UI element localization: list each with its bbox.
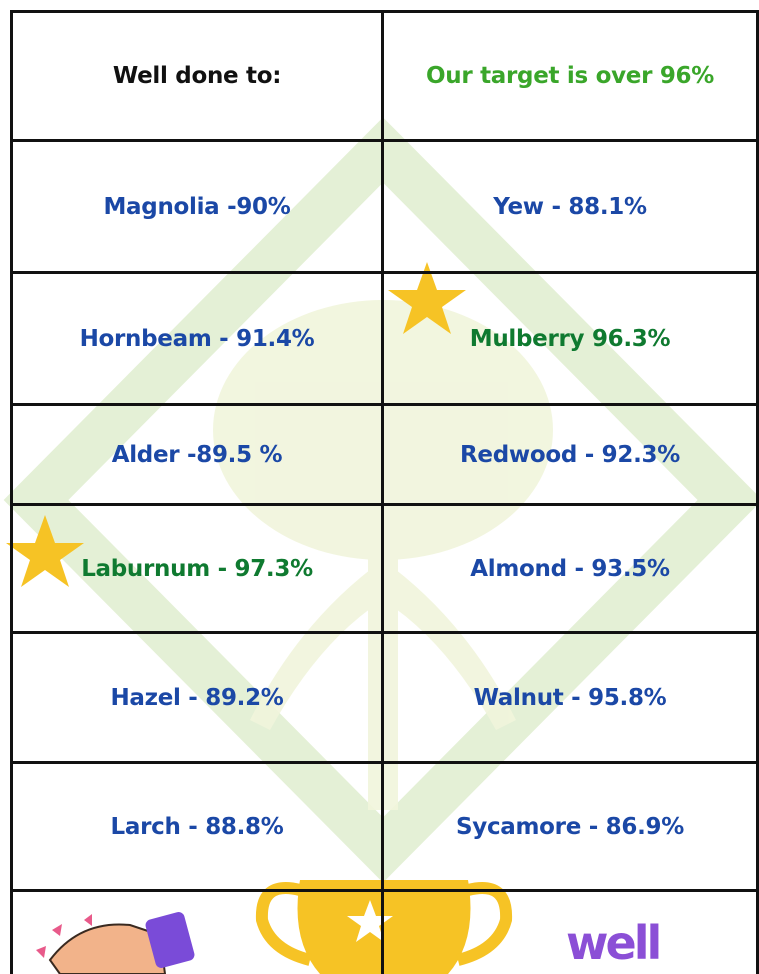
table-cell: Magnolia -90% <box>12 142 382 272</box>
well-graphic-text: well <box>566 916 659 970</box>
table-cell: Hazel - 89.2% <box>12 634 382 762</box>
table-cell: Walnut - 95.8% <box>383 634 757 762</box>
table-cell: Larch - 88.8% <box>12 764 382 890</box>
table-cell: Alder -89.5 % <box>12 406 382 504</box>
header-cell: Our target is over 96% <box>383 12 757 140</box>
table-cell: Mulberry 96.3% <box>383 274 757 404</box>
table-cell: Laburnum - 97.3% <box>12 506 382 632</box>
header-cell: Well done to: <box>12 12 382 140</box>
table-cell: Yew - 88.1% <box>383 142 757 272</box>
table-cell: Hornbeam - 91.4% <box>12 274 382 404</box>
table-cell: Sycamore - 86.9% <box>383 764 757 890</box>
page: Well done to: Our target is over 96% Mag… <box>0 0 759 974</box>
trophy <box>262 880 506 974</box>
clapping-hands <box>36 911 196 974</box>
table-cell: Redwood - 92.3% <box>383 406 757 504</box>
table-cell: Almond - 93.5% <box>383 506 757 632</box>
